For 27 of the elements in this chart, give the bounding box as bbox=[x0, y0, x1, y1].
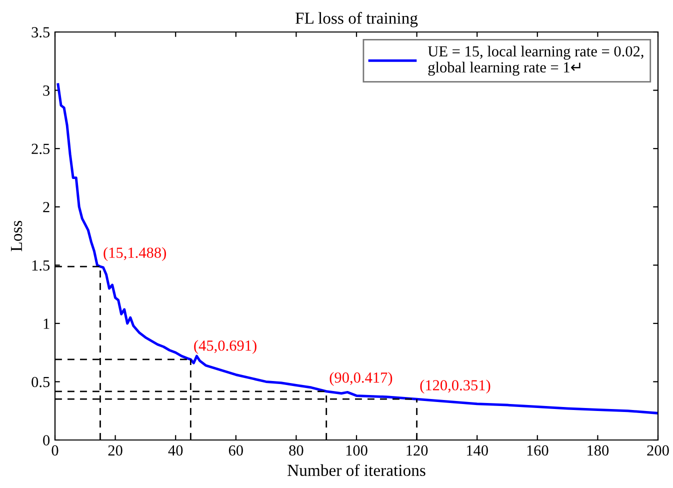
x-tick-label: 60 bbox=[228, 445, 243, 456]
legend-label: UE = 15, local learning rate = 0.02, global learning rate = 1↵ bbox=[428, 46, 644, 76]
x-tick-label: 160 bbox=[527, 445, 548, 456]
y-tick-label: 2.5 bbox=[32, 144, 50, 154]
y-tick-label: 0.5 bbox=[32, 376, 50, 388]
y-tick-label: 3.5 bbox=[32, 27, 50, 38]
x-tick-label: 200 bbox=[647, 445, 669, 456]
x-tick-label: 120 bbox=[406, 445, 428, 456]
y-tick-label: 1.5 bbox=[32, 260, 50, 271]
y-tick-label: 0 bbox=[43, 435, 50, 446]
x-tick-label: 40 bbox=[168, 445, 183, 456]
y-tick-label: 1 bbox=[44, 318, 50, 329]
annotation: (90,0.417) bbox=[330, 372, 392, 386]
y-axis-title: Loss bbox=[11, 220, 22, 252]
chart-title: FL loss of training bbox=[295, 12, 418, 28]
x-tick-label: 100 bbox=[346, 445, 368, 456]
x-tick-label: 180 bbox=[588, 445, 609, 456]
annotation: (15,1.488) bbox=[104, 247, 166, 261]
x-axis-title: Number of iterations bbox=[288, 464, 426, 476]
x-tick-label: 20 bbox=[108, 445, 122, 456]
x-tick-label: 0 bbox=[52, 445, 58, 456]
annotation: (45,0.691) bbox=[194, 340, 256, 354]
y-tick-label: 2 bbox=[43, 202, 50, 212]
x-tick-label: 140 bbox=[466, 445, 488, 456]
annotation: (120,0.351) bbox=[420, 380, 490, 394]
x-tick-label: 80 bbox=[289, 445, 304, 456]
y-tick-label: 3 bbox=[43, 85, 50, 96]
